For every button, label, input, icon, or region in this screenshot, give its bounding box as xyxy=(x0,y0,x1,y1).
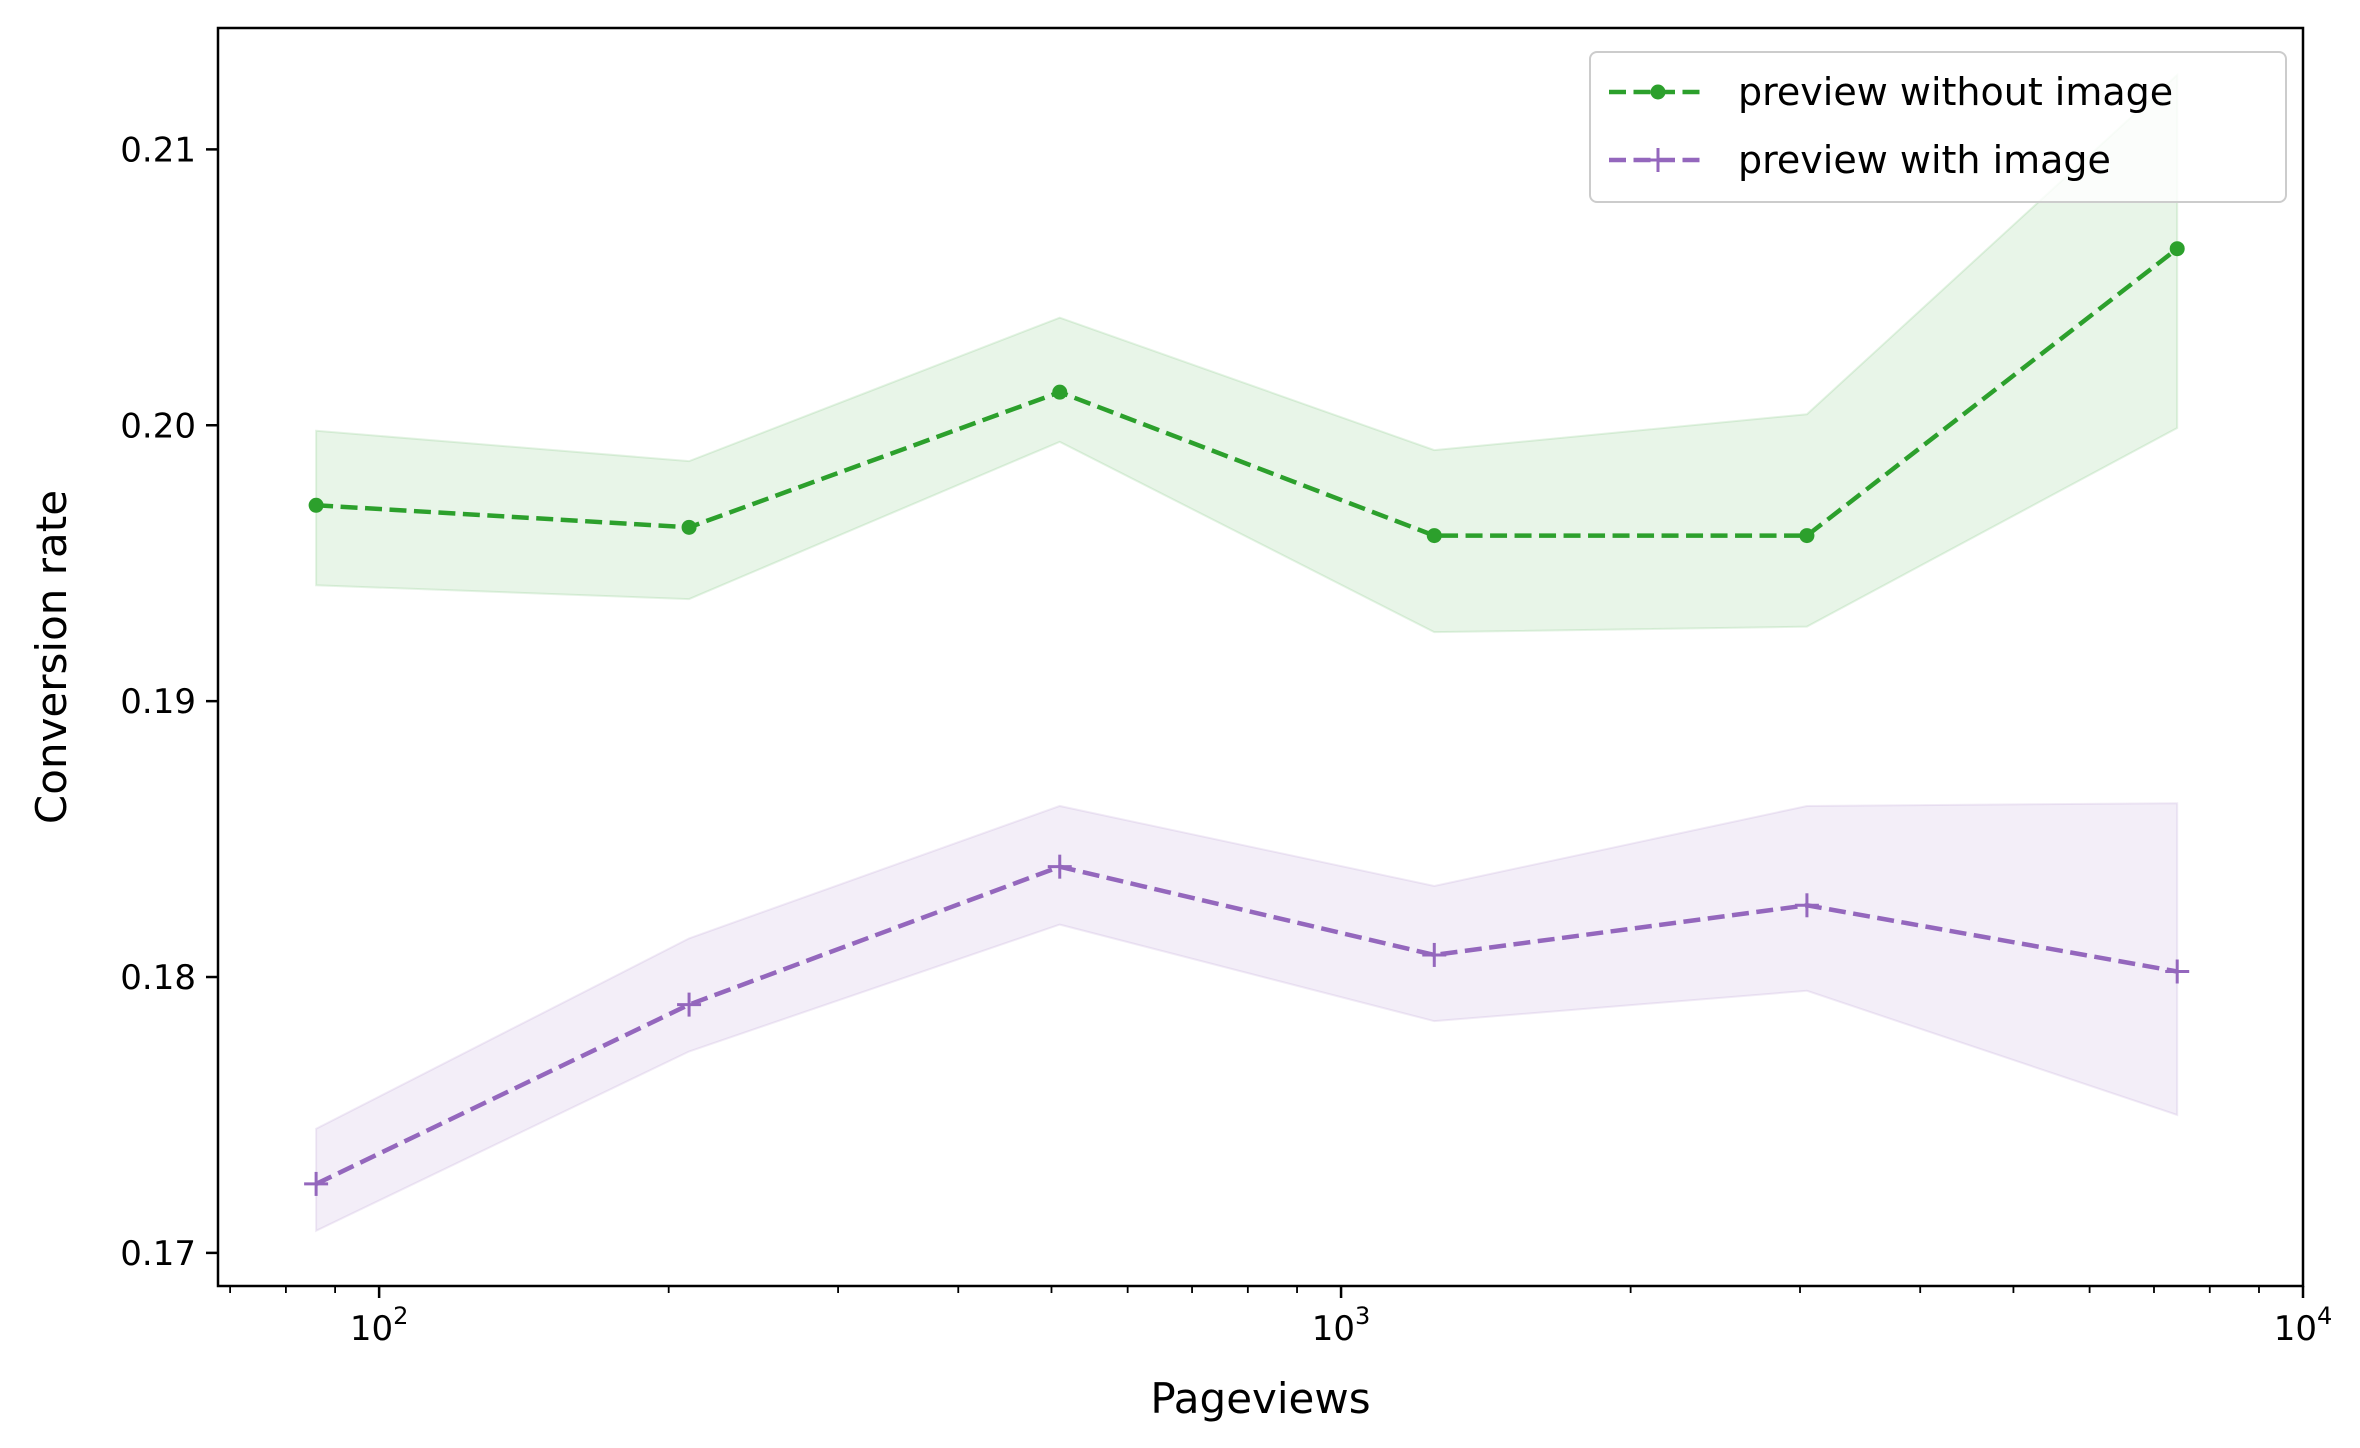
data-point xyxy=(304,1171,329,1196)
axes-frame xyxy=(216,26,2305,1288)
y-tick-label: 0.20 xyxy=(120,406,196,446)
data-point xyxy=(1794,893,1819,918)
confidence-band-series-2 xyxy=(315,802,2179,1233)
data-point xyxy=(2169,241,2185,257)
y-tick-label: 0.19 xyxy=(120,682,196,722)
y-tick-label: 0.21 xyxy=(120,130,196,170)
legend-label: preview without image xyxy=(1738,70,2173,114)
x-axis-label: Pageviews xyxy=(1150,1374,1370,1423)
y-axis-label: Conversion rate xyxy=(27,490,76,824)
data-point xyxy=(1047,854,1072,879)
legend: preview without image preview with image xyxy=(1589,51,2287,203)
data-point xyxy=(1052,384,1068,400)
legend-marker xyxy=(1650,84,1666,100)
legend-label: preview with image xyxy=(1738,138,2111,182)
x-tick-label: 104 xyxy=(2274,1302,2333,1349)
legend-box xyxy=(1589,51,2287,203)
data-point xyxy=(677,992,702,1017)
data-point xyxy=(1422,942,1447,967)
series-line-1 xyxy=(315,246,2179,538)
y-tick-label: 0.17 xyxy=(120,1234,196,1274)
y-tick-label: 0.18 xyxy=(120,958,196,998)
data-point xyxy=(2165,959,2190,984)
series-line-2 xyxy=(315,864,2178,1186)
data-point xyxy=(1799,528,1815,544)
x-tick-label: 103 xyxy=(1312,1302,1371,1349)
x-tick-label: 102 xyxy=(350,1302,409,1349)
data-point xyxy=(308,497,324,513)
data-point xyxy=(681,519,697,535)
plot-area xyxy=(218,28,2303,1286)
data-point xyxy=(1426,528,1442,544)
